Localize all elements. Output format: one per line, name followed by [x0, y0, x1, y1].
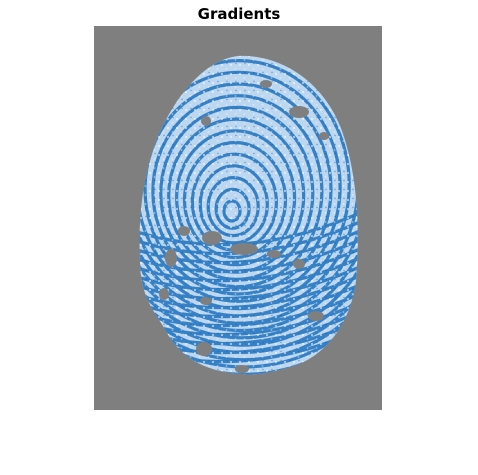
- gaps: [159, 80, 329, 373]
- figure-title: Gradients: [197, 5, 281, 23]
- image-panel: [94, 26, 382, 410]
- fingerprint-gradient-image: [94, 26, 382, 410]
